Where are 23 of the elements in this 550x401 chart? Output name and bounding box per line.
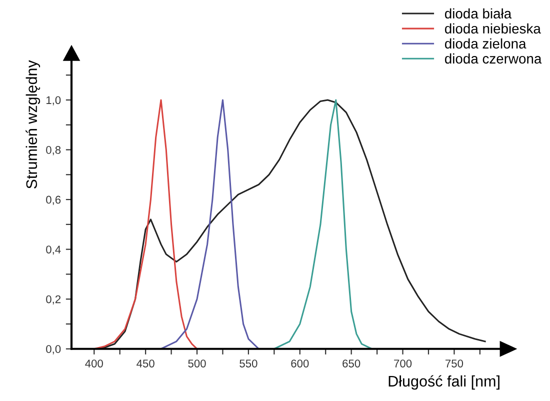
- line-series: [160, 99, 260, 349]
- y-tick-label: 0,2: [46, 295, 61, 305]
- x-tick-label: 600: [291, 360, 309, 368]
- x-tick-label: 700: [394, 360, 412, 368]
- y-tick-label: 0,4: [46, 246, 61, 255]
- x-axis-title: Długość fali [nm]: [388, 375, 500, 390]
- y-tick-label: 1,0: [46, 96, 61, 106]
- line-series: [93, 99, 198, 349]
- x-tick-label: 400: [85, 360, 103, 368]
- x-tick-label: 450: [136, 360, 154, 368]
- line-series: [273, 99, 373, 349]
- y-tick-label: 0,0: [46, 345, 61, 354]
- x-tick-label: 500: [188, 360, 206, 368]
- y-tick-label: 0,8: [46, 146, 61, 156]
- legend-label: dioda biała: [444, 8, 512, 19]
- x-tick-label: 750: [446, 360, 464, 368]
- x-tick-label: 650: [342, 360, 360, 368]
- y-axis-title: Strumień względny: [26, 60, 40, 189]
- x-tick-label: 550: [240, 360, 258, 368]
- y-tick-label: 0,6: [46, 196, 61, 205]
- legend-label: dioda zielona: [444, 38, 526, 49]
- legend-label: dioda czerwona: [444, 53, 542, 64]
- legend-label: dioda niebieska: [444, 23, 541, 34]
